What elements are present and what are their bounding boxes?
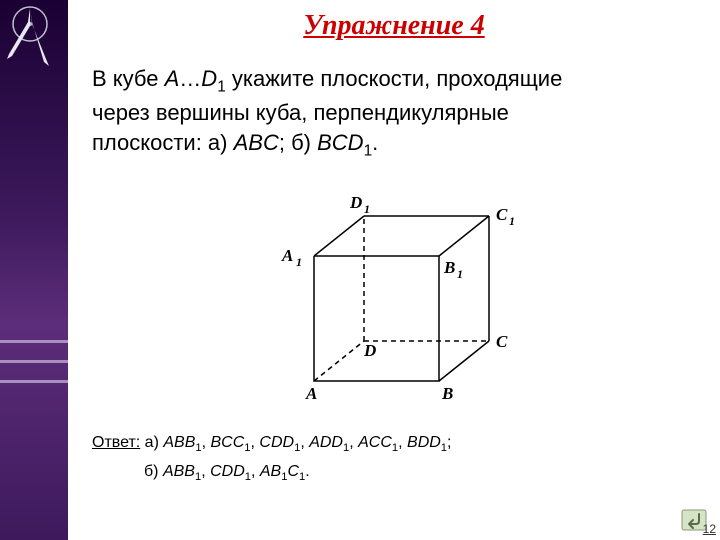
svg-text:D: D (349, 193, 362, 212)
svg-text:B: B (441, 384, 453, 403)
sidebar-divider (0, 340, 68, 343)
svg-text:D: D (363, 341, 376, 360)
svg-text:C: C (496, 332, 508, 351)
slide-title: Упражнение 4 (68, 10, 720, 42)
sub: 1 (217, 78, 226, 95)
text: В кубе (92, 66, 165, 91)
text: … (179, 66, 201, 91)
sidebar-divider (0, 380, 68, 383)
sidebar-divider (0, 360, 68, 363)
svg-text:1: 1 (509, 214, 515, 228)
content-area: Упражнение 4 В кубе A…D1 укажите плоскос… (68, 0, 720, 540)
text: укажите плоскости, проходящие (226, 66, 563, 91)
answer-b: б) ABB1, CDD1, AB1C1. (92, 458, 720, 487)
svg-text:B: B (443, 258, 455, 277)
sidebar (0, 0, 68, 540)
var: A (165, 66, 180, 91)
cube-figure: A1B1C1D1ABCD (68, 176, 720, 411)
svg-text:A: A (281, 246, 293, 265)
var: ABC (234, 130, 279, 155)
svg-text:1: 1 (296, 255, 302, 269)
text: . (372, 130, 378, 155)
answer-a-list: ABB1, BCC1, CDD1, ADD1, ACC1, BDD1 (163, 434, 447, 451)
page-number: 12 (703, 522, 716, 536)
sub: 1 (364, 142, 373, 159)
text: а) (140, 434, 163, 451)
answer-label: Ответ: (92, 434, 140, 451)
answers: Ответ: а) ABB1, BCC1, CDD1, ADD1, ACC1, … (92, 429, 720, 487)
compass-icon (4, 4, 64, 74)
text: . (305, 463, 309, 480)
svg-text:A: A (305, 384, 317, 403)
svg-text:1: 1 (364, 202, 370, 216)
svg-text:1: 1 (457, 267, 463, 281)
answer-b-list: ABB1, CDD1, AB1C1 (163, 463, 305, 480)
cube-svg: A1B1C1D1ABCD (264, 176, 524, 406)
text: ; (447, 434, 451, 451)
var: D (201, 66, 217, 91)
text: через вершины куба, перпендикулярные (92, 100, 509, 125)
answer-a: Ответ: а) ABB1, BCC1, CDD1, ADD1, ACC1, … (92, 429, 720, 458)
text: б) (144, 463, 163, 480)
text: ; б) (279, 130, 317, 155)
var: BCD (317, 130, 363, 155)
text: плоскости: а) (92, 130, 234, 155)
svg-text:C: C (496, 205, 508, 224)
problem-text: В кубе A…D1 укажите плоскости, проходящи… (92, 64, 702, 162)
